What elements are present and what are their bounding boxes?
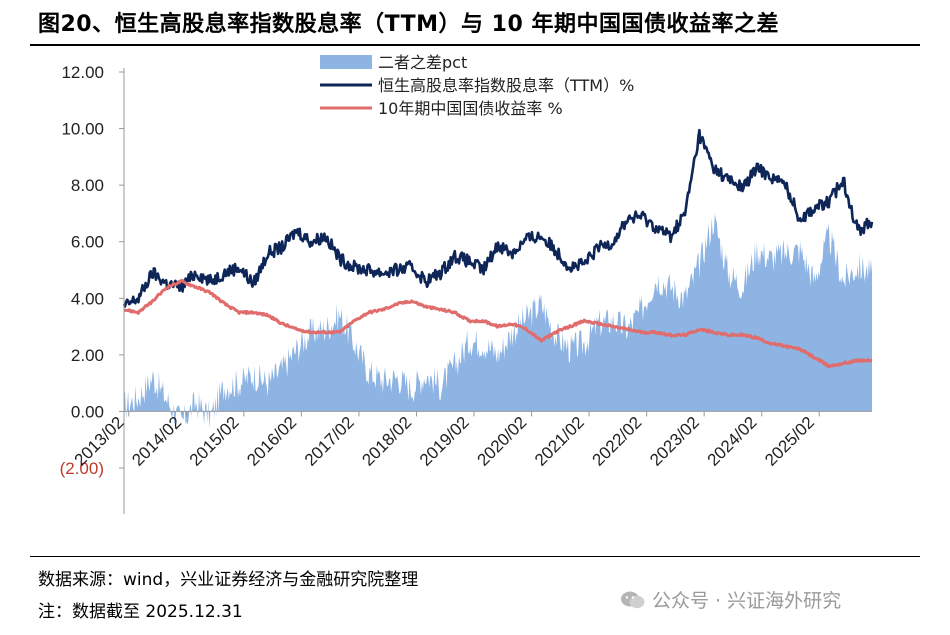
source-note: 数据来源：wind，兴业证券经济与金融研究院整理 (38, 570, 419, 590)
y-tick-label: 10.00 (61, 120, 104, 139)
x-tick-label: 2023/02 (646, 413, 703, 470)
legend-label: 二者之差pct (378, 53, 467, 72)
x-tick-label: 2024/02 (704, 413, 761, 470)
y-tick-label: 2.00 (71, 346, 104, 365)
bond-yield-line (123, 278, 873, 369)
wechat-icon (621, 591, 645, 608)
x-tick-label: 2025/02 (761, 413, 818, 470)
legend-label: 恒生高股息率指数股息率（TTM）% (378, 76, 634, 95)
x-tick-label: 2017/02 (301, 413, 358, 470)
dividend-yield-line (122, 128, 874, 308)
y-tick-label: 0.00 (71, 402, 104, 421)
x-tick-label: 2022/02 (589, 413, 646, 470)
x-tick-label: 2018/02 (358, 413, 415, 470)
footer-divider (30, 556, 920, 557)
legend-label: 10年期中国国债收益率 % (378, 99, 563, 118)
area-layer (124, 213, 872, 429)
y-tick-label: (2.00) (60, 459, 104, 478)
date-note: 注：数据截至 2025.12.31 (38, 602, 243, 622)
y-tick-label: 8.00 (71, 176, 104, 195)
x-tick-label: 2021/02 (531, 413, 588, 470)
x-tick-label: 2015/02 (186, 413, 243, 470)
y-tick-label: 4.00 (71, 289, 104, 308)
x-tick-label: 2014/02 (128, 413, 185, 470)
watermark: 公众号 · 兴证海外研究 (620, 586, 841, 613)
dividend-spread-chart: (2.00)0.002.004.006.008.0010.0012.002013… (60, 53, 874, 514)
lines-layer (122, 128, 874, 369)
y-tick-label: 12.00 (61, 63, 104, 82)
chart-legend: 二者之差pct 恒生高股息率指数股息率（TTM）% 10年期中国国债收益率 % (320, 53, 634, 118)
x-tick-label: 2019/02 (416, 413, 473, 470)
page-title: 图20、恒生高股息率指数股息率（TTM）与 10 年期中国国债收益率之差 (38, 12, 779, 37)
legend-swatch-spread (320, 55, 372, 69)
title-divider (30, 44, 920, 46)
y-tick-label: 6.00 (71, 233, 104, 252)
x-tick-label: 2016/02 (243, 413, 300, 470)
x-tick-label: 2020/02 (473, 413, 530, 470)
spread-area (124, 213, 872, 429)
watermark-text: 公众号 · 兴证海外研究 (652, 590, 842, 612)
